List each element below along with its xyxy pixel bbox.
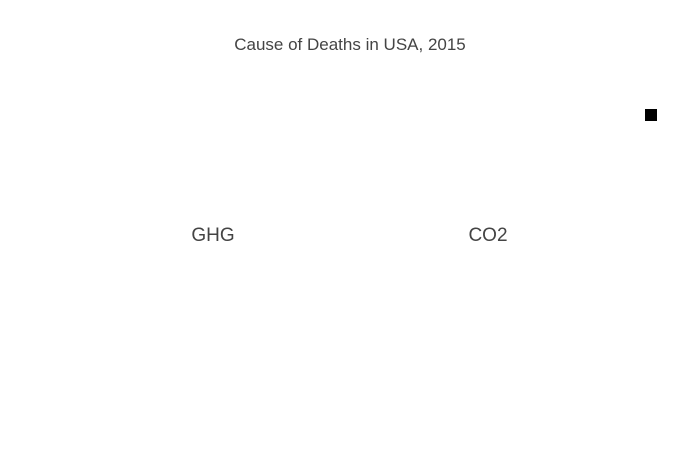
subplot-label-co2: CO2 (468, 225, 507, 246)
legend[interactable] (645, 109, 657, 121)
subplots: GHG CO2 (191, 225, 507, 246)
subplot-label-ghg: GHG (191, 225, 234, 246)
legend-swatch[interactable] (645, 109, 657, 121)
chart-title: Cause of Deaths in USA, 2015 (234, 35, 466, 54)
